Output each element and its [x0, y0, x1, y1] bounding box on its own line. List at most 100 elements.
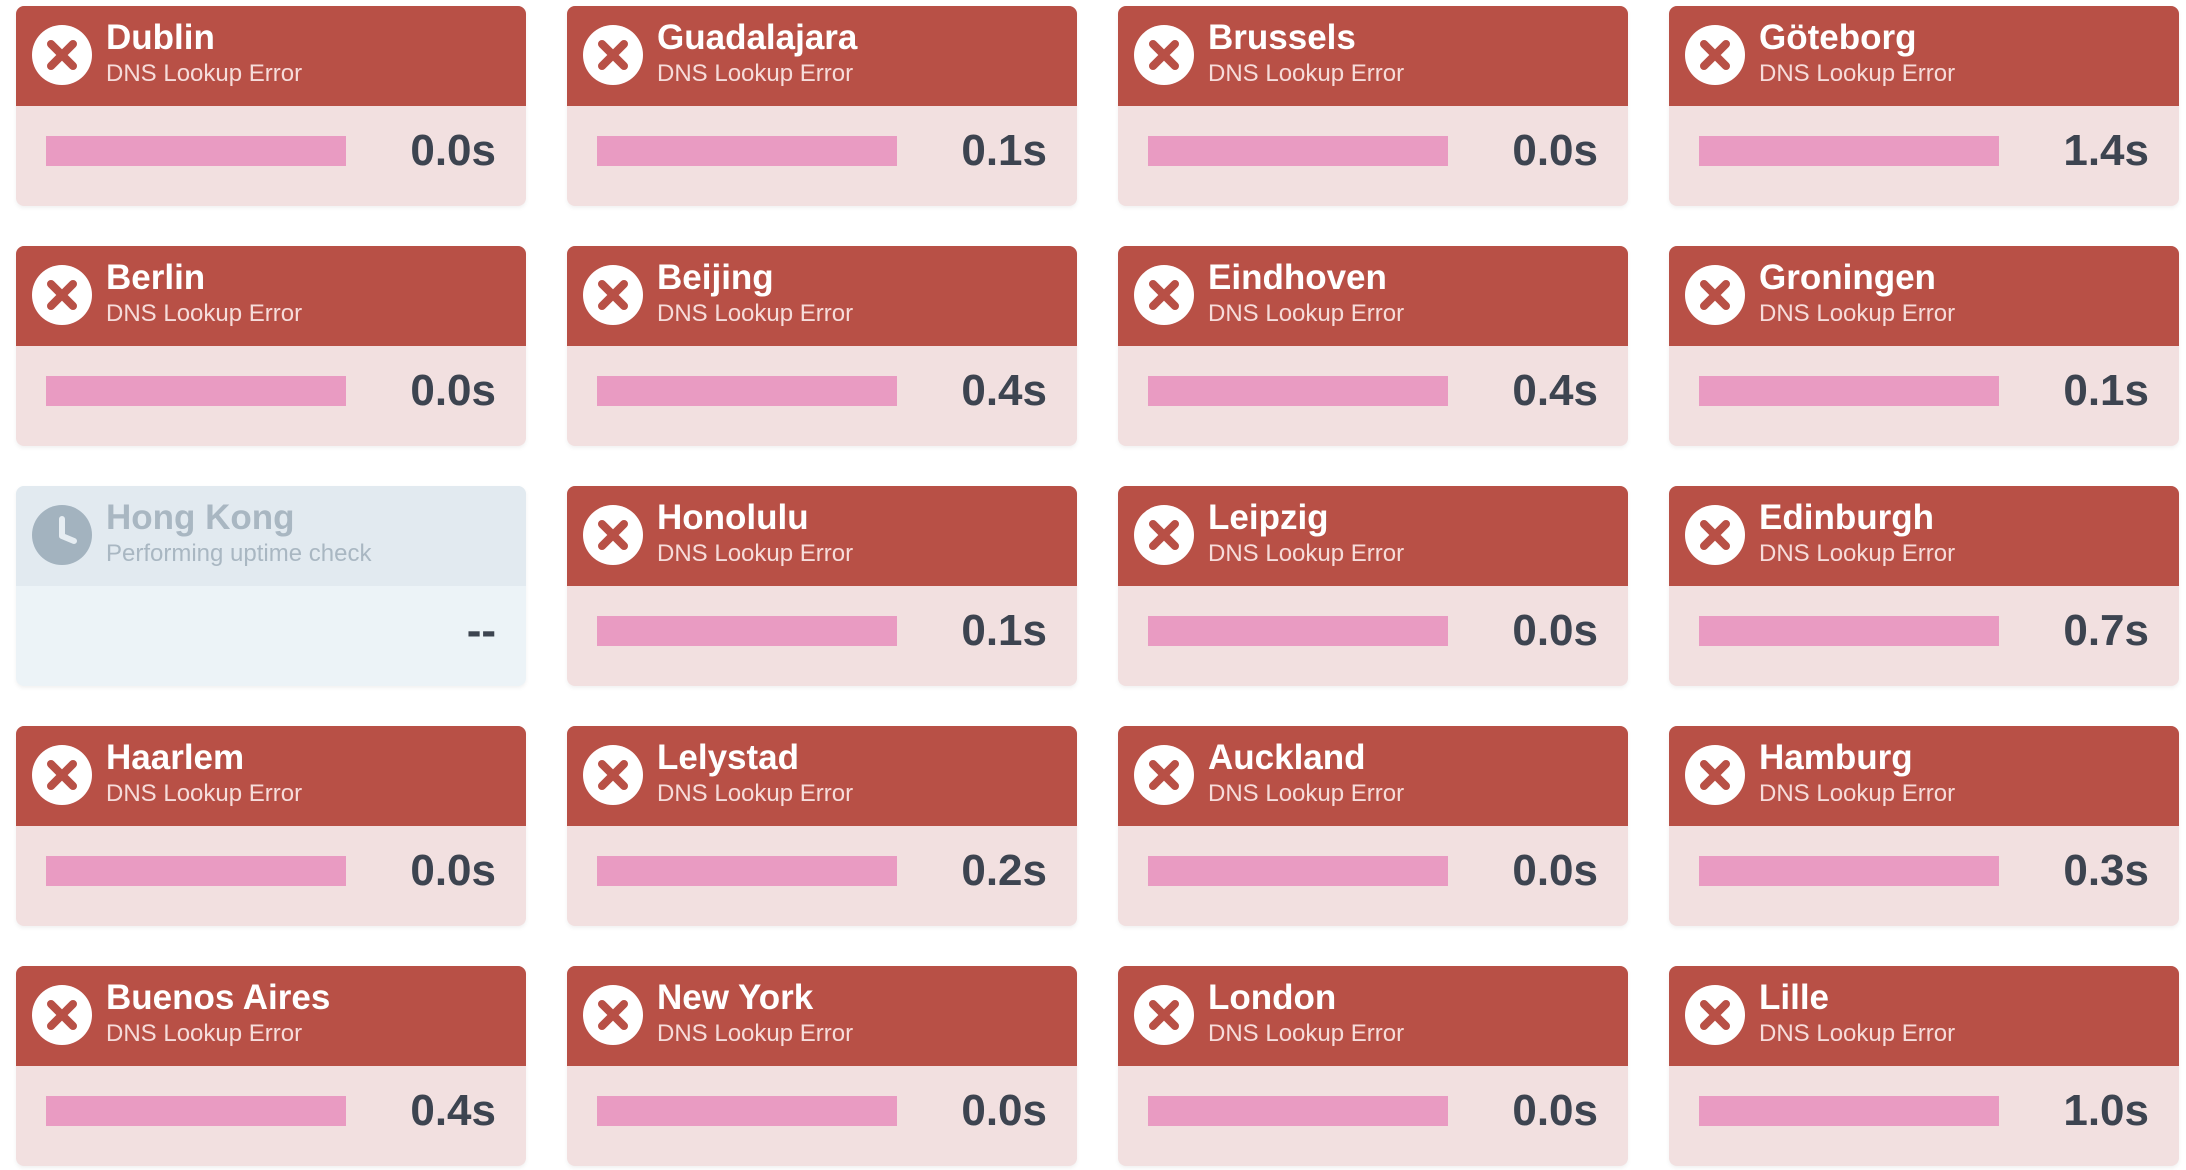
response-time: 0.0s — [1512, 1086, 1598, 1135]
card-header: Göteborg DNS Lookup Error — [1669, 6, 2179, 106]
status-text: DNS Lookup Error — [1759, 780, 1956, 807]
check-card-leipzig[interactable]: Leipzig DNS Lookup Error 0.0s — [1118, 486, 1628, 686]
response-time: 0.2s — [961, 846, 1047, 895]
response-time-bar — [1148, 376, 1448, 406]
x-circle-icon — [583, 25, 643, 85]
check-card-berlin[interactable]: Berlin DNS Lookup Error 0.0s — [16, 246, 526, 446]
check-card-dublin[interactable]: Dublin DNS Lookup Error 0.0s — [16, 6, 526, 206]
city-name: Lille — [1759, 978, 1830, 1017]
card-body: 0.0s — [567, 1066, 1077, 1166]
status-text: DNS Lookup Error — [1208, 60, 1405, 87]
response-time: 0.4s — [961, 366, 1047, 415]
status-text: DNS Lookup Error — [106, 60, 303, 87]
card-body: 0.1s — [567, 586, 1077, 686]
city-name: Auckland — [1208, 738, 1366, 777]
check-card-eindhoven[interactable]: Eindhoven DNS Lookup Error 0.4s — [1118, 246, 1628, 446]
x-circle-icon — [1134, 985, 1194, 1045]
city-name: Brussels — [1208, 18, 1356, 57]
response-time-bar-fill — [597, 856, 897, 886]
response-time: 0.1s — [961, 126, 1047, 175]
city-name: Honolulu — [657, 498, 809, 537]
check-card-new-york[interactable]: New York DNS Lookup Error 0.0s — [567, 966, 1077, 1166]
city-name: Eindhoven — [1208, 258, 1387, 297]
response-time: 0.7s — [2063, 606, 2149, 655]
response-time: 0.0s — [1512, 606, 1598, 655]
check-card-guadalajara[interactable]: Guadalajara DNS Lookup Error 0.1s — [567, 6, 1077, 206]
card-body: 0.0s — [1118, 826, 1628, 926]
response-time-bar-fill — [46, 376, 346, 406]
city-name: Berlin — [106, 258, 206, 297]
response-time-bar-fill — [46, 1096, 346, 1126]
status-text: DNS Lookup Error — [1208, 540, 1405, 567]
card-header: Leipzig DNS Lookup Error — [1118, 486, 1628, 586]
response-time-bar-fill — [1148, 136, 1448, 166]
city-name: Haarlem — [106, 738, 245, 777]
response-time-bar — [46, 136, 346, 166]
response-time: 0.3s — [2063, 846, 2149, 895]
x-circle-icon — [1134, 505, 1194, 565]
response-time-bar — [597, 376, 897, 406]
card-header: Beijing DNS Lookup Error — [567, 246, 1077, 346]
response-time-bar — [1699, 1096, 1999, 1126]
x-circle-icon — [32, 25, 92, 85]
response-time-bar — [1148, 616, 1448, 646]
card-header: Lille DNS Lookup Error — [1669, 966, 2179, 1066]
check-card-hamburg[interactable]: Hamburg DNS Lookup Error 0.3s — [1669, 726, 2179, 926]
x-circle-icon — [583, 985, 643, 1045]
check-card-edinburgh[interactable]: Edinburgh DNS Lookup Error 0.7s — [1669, 486, 2179, 686]
check-card-brussels[interactable]: Brussels DNS Lookup Error 0.0s — [1118, 6, 1628, 206]
check-card-groningen[interactable]: Groningen DNS Lookup Error 0.1s — [1669, 246, 2179, 446]
response-time: -- — [466, 606, 496, 655]
card-body: 0.0s — [16, 826, 526, 926]
status-text: DNS Lookup Error — [1759, 1020, 1956, 1047]
clock-icon — [32, 505, 92, 565]
response-time: 0.4s — [1512, 366, 1598, 415]
response-time-bar — [1148, 136, 1448, 166]
x-circle-icon — [583, 265, 643, 325]
x-circle-icon — [32, 985, 92, 1045]
response-time: 0.1s — [2063, 366, 2149, 415]
check-card-lelystad[interactable]: Lelystad DNS Lookup Error 0.2s — [567, 726, 1077, 926]
check-card-buenos-aires[interactable]: Buenos Aires DNS Lookup Error 0.4s — [16, 966, 526, 1166]
status-text: DNS Lookup Error — [1759, 540, 1956, 567]
city-name: Hong Kong — [106, 498, 295, 537]
status-text: DNS Lookup Error — [1208, 780, 1405, 807]
check-card-honolulu[interactable]: Honolulu DNS Lookup Error 0.1s — [567, 486, 1077, 686]
check-card-auckland[interactable]: Auckland DNS Lookup Error 0.0s — [1118, 726, 1628, 926]
x-circle-icon — [1134, 745, 1194, 805]
check-card-lille[interactable]: Lille DNS Lookup Error 1.0s — [1669, 966, 2179, 1166]
response-time-bar — [597, 136, 897, 166]
response-time: 0.4s — [410, 1086, 496, 1135]
x-circle-icon — [583, 745, 643, 805]
card-body: 0.2s — [567, 826, 1077, 926]
check-card-beijing[interactable]: Beijing DNS Lookup Error 0.4s — [567, 246, 1077, 446]
response-time-bar-fill — [1699, 136, 1999, 166]
check-card-g-teborg[interactable]: Göteborg DNS Lookup Error 1.4s — [1669, 6, 2179, 206]
card-body: 0.0s — [16, 346, 526, 446]
response-time: 0.0s — [1512, 126, 1598, 175]
status-text: DNS Lookup Error — [657, 300, 854, 327]
response-time: 1.4s — [2063, 126, 2149, 175]
card-header: Lelystad DNS Lookup Error — [567, 726, 1077, 826]
response-time-bar — [1699, 856, 1999, 886]
card-header: Honolulu DNS Lookup Error — [567, 486, 1077, 586]
city-name: Guadalajara — [657, 18, 858, 57]
response-time-bar-fill — [597, 136, 897, 166]
check-card-haarlem[interactable]: Haarlem DNS Lookup Error 0.0s — [16, 726, 526, 926]
card-body: 0.1s — [1669, 346, 2179, 446]
city-name: London — [1208, 978, 1337, 1017]
card-header: Brussels DNS Lookup Error — [1118, 6, 1628, 106]
card-body: 1.0s — [1669, 1066, 2179, 1166]
status-text: DNS Lookup Error — [1208, 300, 1405, 327]
response-time-bar — [597, 1096, 897, 1126]
check-card-london[interactable]: London DNS Lookup Error 0.0s — [1118, 966, 1628, 1166]
x-circle-icon — [32, 745, 92, 805]
card-header: London DNS Lookup Error — [1118, 966, 1628, 1066]
response-time-bar — [597, 616, 897, 646]
response-time-bar-fill — [1699, 856, 1999, 886]
response-time-bar — [46, 856, 346, 886]
x-circle-icon — [1685, 985, 1745, 1045]
status-text: DNS Lookup Error — [106, 300, 303, 327]
check-card-hong-kong[interactable]: Hong Kong Performing uptime check -- — [16, 486, 526, 686]
card-header: New York DNS Lookup Error — [567, 966, 1077, 1066]
